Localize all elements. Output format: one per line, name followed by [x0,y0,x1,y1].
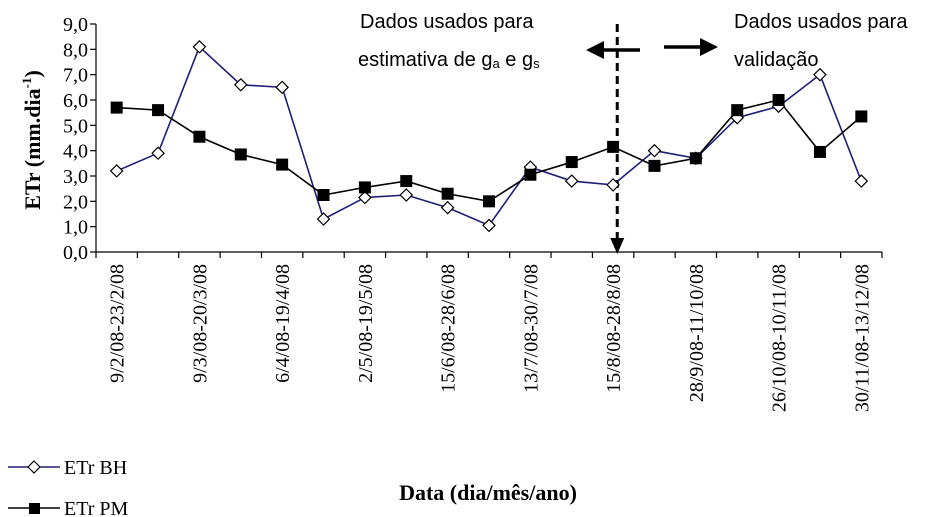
y-tick-label: 5,0 [63,115,88,137]
x-tick-label: 9/3/08-20/3/08 [189,264,211,383]
point-etr-bh [482,218,496,233]
point-etr-bh [399,188,414,202]
series-line-etr-pm [116,99,862,203]
y-tick-label: 7,0 [63,65,88,87]
point-etr-pm [358,181,371,194]
point-etr-pm [565,156,578,169]
point-etr-bh [358,190,372,205]
annotation-left-line2: estimativa de ga e gs [358,49,540,71]
point-etr-bh [647,143,662,158]
annotation-left-line1: Dados usados para [360,11,534,33]
x-tick-label: 26/10/08-10/11/08 [769,264,791,412]
y-tick-label: 9,0 [63,14,88,36]
annotation-left-text: estimativa de g [358,49,493,71]
y-tick-label: 8,0 [63,39,88,61]
y-tick-label: 4,0 [63,141,88,163]
annotation-sub-s: s [533,56,540,71]
legend: ETr BH ETr PM [8,457,129,517]
point-etr-pm [731,104,744,117]
point-etr-pm [607,140,620,153]
arrow-left-head [586,41,604,59]
annotation-right-line2: validação [734,49,819,71]
point-etr-pm [813,145,826,158]
axes-group [90,23,883,258]
x-axis-title: Data (dia/mês/ano) [399,480,577,505]
point-etr-bh [564,174,579,188]
point-etr-bh [233,77,248,92]
point-etr-bh [109,164,124,178]
point-etr-pm [234,148,247,161]
point-etr-pm [152,104,165,117]
x-tick-label: 30/11/08-13/12/08 [851,264,873,412]
x-tick-label: 28/9/08-11/10/08 [686,264,708,402]
annotation-arrows [586,38,718,59]
x-tick-label: 15/8/08-28/8/08 [603,264,625,393]
point-etr-pm [648,159,661,172]
point-etr-pm [483,195,495,208]
y-tick-label: 1,0 [63,217,88,239]
x-tick-label: 15/6/08-28/6/08 [438,264,460,393]
legend-bh-label: ETr BH [64,457,127,479]
point-etr-bh [316,212,331,226]
point-etr-pm [110,101,123,114]
x-tick-label: 9/2/08-23/2/08 [107,264,129,383]
y-tick-label: 0,0 [63,242,88,264]
point-etr-bh [854,174,869,188]
legend-pm-marker [29,503,40,514]
y-tick-label: 3,0 [63,166,88,188]
legend-bh-marker [27,460,41,474]
point-etr-pm [441,187,454,200]
x-tick-label: 2/5/08-19/5/08 [355,264,377,383]
divider-arrow-head [610,238,625,254]
point-etr-bh [151,146,165,161]
annotation-right-line1: Dados usados para [734,11,908,33]
y-axis-title-main: ETr (mm.dia [20,88,45,209]
series-group [109,39,869,233]
y-tick-label: 2,0 [63,191,88,213]
point-etr-pm [772,94,785,106]
x-tick-label: 6/4/08-19/4/08 [272,264,294,383]
point-etr-bh [606,178,620,192]
point-etr-pm [276,158,289,171]
point-etr-bh [813,67,827,82]
labels-group: 0,0 1,0 2,0 3,0 4,0 5,0 6,0 7,0 8,0 9,0 9/2/08-23/… [63,14,873,412]
point-etr-pm [689,152,702,165]
point-etr-pm [524,168,537,181]
y-axis-title: ETr (mm.dia-1) [19,70,45,210]
point-etr-pm [400,175,413,188]
y-axis-title-sup: -1 [19,78,34,89]
legend-pm-label: ETr PM [64,498,129,517]
point-etr-bh [440,200,455,215]
point-etr-bh [275,80,290,95]
y-tick-label: 6,0 [63,90,88,112]
x-tick-label: 13/7/08-30/7/08 [520,264,542,393]
point-etr-pm [855,110,868,123]
point-etr-pm [317,189,330,201]
point-etr-bh [192,39,207,54]
y-axis-title-close: ) [20,70,45,77]
annotation-sub-a: a [493,56,501,71]
arrow-right-head [700,38,718,56]
annotation-left-mid: e g [500,49,533,71]
point-etr-pm [193,130,206,143]
